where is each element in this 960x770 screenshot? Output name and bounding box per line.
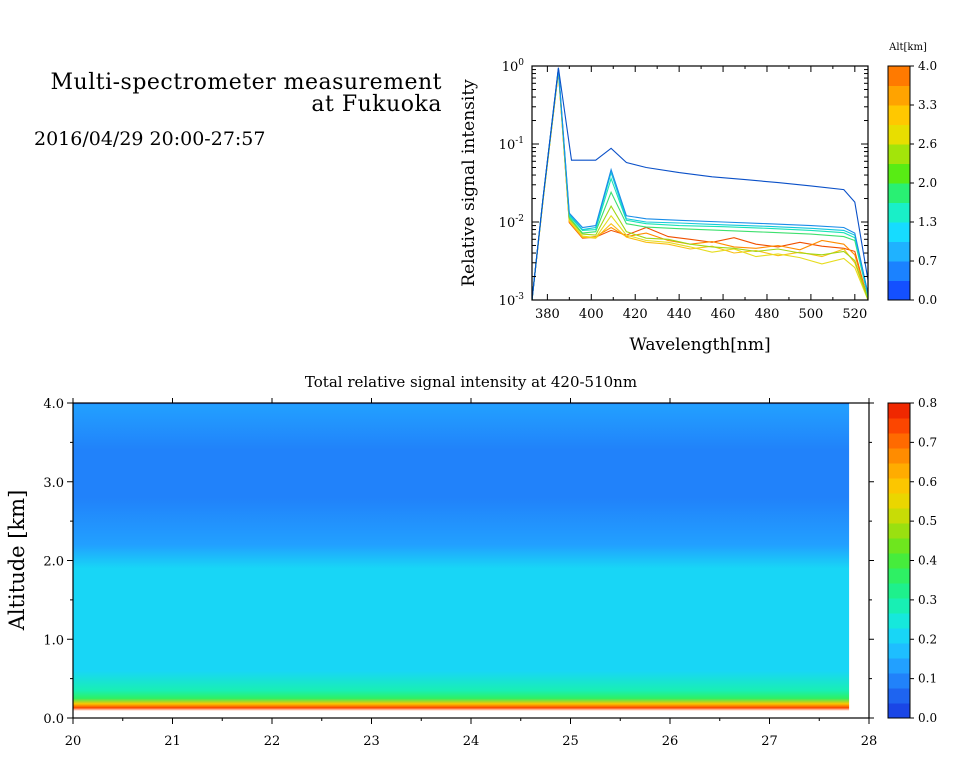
title-line-1: Multi-spectrometer measurement <box>50 70 442 95</box>
intensity-colorbar-segment <box>888 643 910 659</box>
spectrum-series-line <box>532 71 868 300</box>
intensity-colorbar-segment <box>888 478 910 494</box>
altitude-colorbar-label: 4.0 <box>918 59 937 73</box>
heatmap-y-tick-label: 2.0 <box>43 555 64 570</box>
altitude-colorbar-segment <box>888 163 910 184</box>
heatmap-x-tick-label: 20 <box>65 734 82 749</box>
intensity-colorbar-label: 0.1 <box>918 672 937 686</box>
title-line-2: at Fukuoka <box>311 92 442 117</box>
altitude-colorbar-label: 2.0 <box>918 176 937 190</box>
spectrum-series-line <box>532 69 868 300</box>
title-block: Multi-spectrometer measurement at Fukuok… <box>10 70 442 151</box>
altitude-colorbar-segment <box>888 85 910 106</box>
altitude-colorbar-label: 0.7 <box>918 254 937 268</box>
altitude-colorbar-segment <box>888 261 910 281</box>
intensity-colorbar-segment <box>888 523 910 539</box>
altitude-colorbar-label: 2.6 <box>918 137 937 151</box>
spectrum-series-line <box>532 68 868 300</box>
spectrum-x-tick-label: 520 <box>842 307 867 322</box>
intensity-colorbar-segment <box>888 418 910 434</box>
intensity-colorbar-segment <box>888 598 910 614</box>
spectrum-x-tick-label: 460 <box>711 307 736 322</box>
intensity-colorbar-segment <box>888 463 910 479</box>
intensity-colorbar-segment <box>888 493 910 509</box>
intensity-colorbar-segment <box>888 658 910 674</box>
heatmap-y-tick-label: 3.0 <box>43 476 64 491</box>
altitude-colorbar-segment <box>888 105 910 125</box>
spectrum-series-line <box>532 70 868 300</box>
intensity-colorbar-segment <box>888 568 910 584</box>
altitude-colorbar-segment <box>888 144 910 164</box>
altitude-colorbar-segment <box>888 280 910 301</box>
altitude-colorbar-label: 0.0 <box>918 293 937 307</box>
spectrum-series-line <box>532 71 868 300</box>
spectrum-plot-frame <box>531 65 869 301</box>
intensity-colorbar-label: 0.4 <box>918 554 937 568</box>
spectrum-x-tick-label: 500 <box>798 307 823 322</box>
intensity-colorbar-segment <box>888 508 910 524</box>
intensity-colorbar-label: 0.5 <box>918 514 937 528</box>
intensity-colorbar-segment <box>888 433 910 449</box>
intensity-colorbar-segment <box>888 538 910 554</box>
spectrum-chart: 380 400 420 440 460 480 500 52010-310-210-1100 … <box>459 42 937 355</box>
spectrum-series-line <box>532 70 868 300</box>
heatmap-title: Total relative signal intensity at 420-5… <box>305 373 637 391</box>
heatmap-x-tick-label: 26 <box>662 734 679 749</box>
altitude-colorbar-segment <box>888 66 910 86</box>
intensity-colorbar-segment <box>888 613 910 629</box>
spectrum-series-line <box>532 71 868 300</box>
heatmap-x-tick-label: 24 <box>463 734 480 749</box>
heatmap-y-tick-label: 0.0 <box>43 712 64 727</box>
altitude-legend-title: Alt[km] <box>888 42 927 53</box>
intensity-colorbar-segment <box>888 673 910 689</box>
intensity-colorbar-label: 0.8 <box>918 396 937 410</box>
intensity-colorbar-segment <box>888 448 910 464</box>
altitude-colorbar-segment <box>888 241 910 262</box>
heatmap-x-tick-label: 25 <box>562 734 579 749</box>
spectrum-y-tick-label: 10-1 <box>499 136 524 153</box>
intensity-colorbar-label: 0.6 <box>918 475 937 489</box>
intensity-colorbar-segment <box>888 703 910 719</box>
spectrum-y-tick-label: 10-3 <box>499 292 525 309</box>
intensity-colorbar-segment <box>888 688 910 704</box>
spectrum-series-line <box>532 68 868 300</box>
intensity-colorbar-label: 0.7 <box>918 435 937 449</box>
spectrum-y-tick-label: 100 <box>502 58 525 75</box>
altitude-colorbar-segment <box>888 202 910 223</box>
heatmap-x-tick-label: 21 <box>164 734 181 749</box>
intensity-colorbar-label: 0.3 <box>918 593 937 607</box>
spectrum-y-tick-label: 10-2 <box>499 214 524 231</box>
altitude-colorbar-label: 1.3 <box>918 215 937 229</box>
heatmap-y-axis-label: Altitude [km] <box>5 490 29 632</box>
heatmap-chart: Total relative signal intensity at 420-5… <box>5 373 937 749</box>
heatmap-x-tick-label: 28 <box>861 734 878 749</box>
heatmap-y-tick-label: 1.0 <box>43 633 64 648</box>
intensity-colorbar-segment <box>888 583 910 599</box>
altitude-colorbar-label: 3.3 <box>918 98 937 112</box>
spectrum-series-line <box>532 67 868 300</box>
spectrum-y-axis-label: Relative signal intensity <box>459 79 479 287</box>
measurement-period: 2016/04/29 20:00-27:57 <box>34 128 266 150</box>
heatmap-x-tick-label: 23 <box>363 734 380 749</box>
heatmap-x-tick-label: 27 <box>761 734 778 749</box>
altitude-colorbar-segment <box>888 222 910 242</box>
intensity-colorbar-segment <box>888 628 910 644</box>
spectrum-x-tick-label: 380 <box>535 307 560 322</box>
heatmap-x-tick-label: 22 <box>264 734 281 749</box>
heatmap-y-tick-label: 4.0 <box>43 397 64 412</box>
spectrum-x-tick-label: 440 <box>667 307 692 322</box>
spectrum-x-tick-label: 400 <box>579 307 604 322</box>
spectrum-x-tick-label: 420 <box>623 307 648 322</box>
altitude-colorbar-segment <box>888 124 910 145</box>
intensity-colorbar-segment <box>888 553 910 569</box>
altitude-colorbar-segment <box>888 183 910 203</box>
spectrum-x-axis-label: Wavelength[nm] <box>629 335 770 355</box>
intensity-colorbar-label: 0.2 <box>918 632 937 646</box>
spectrum-x-tick-label: 480 <box>755 307 780 322</box>
spectrum-series-line <box>532 69 868 300</box>
heatmap-field <box>73 403 850 718</box>
intensity-colorbar-label: 0.0 <box>918 711 937 725</box>
intensity-colorbar-segment <box>888 403 910 419</box>
